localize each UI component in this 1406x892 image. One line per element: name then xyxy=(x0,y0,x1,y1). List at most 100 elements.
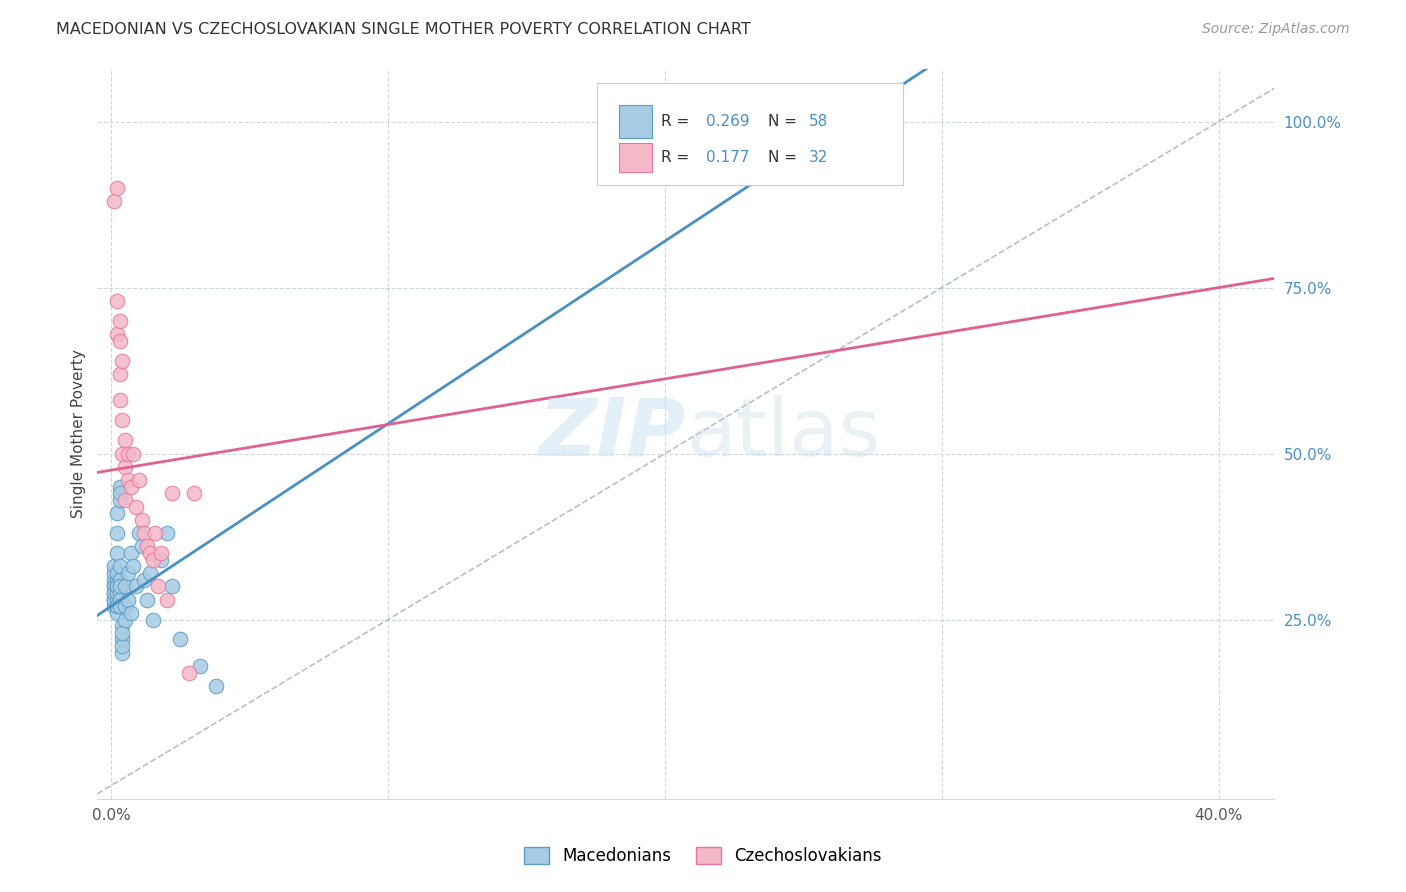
Point xyxy=(117,566,139,580)
Point xyxy=(108,334,131,348)
Point xyxy=(136,540,159,554)
FancyBboxPatch shape xyxy=(619,143,651,172)
Point xyxy=(103,566,125,580)
Point xyxy=(105,599,128,614)
Point xyxy=(108,592,131,607)
Point xyxy=(103,559,125,574)
Point xyxy=(145,526,167,541)
Point xyxy=(205,679,228,693)
Point xyxy=(108,480,131,494)
Text: R =: R = xyxy=(661,114,695,129)
Text: N =: N = xyxy=(768,150,801,165)
Point xyxy=(103,586,125,600)
Point xyxy=(108,579,131,593)
Point xyxy=(108,573,131,587)
Point xyxy=(108,314,131,328)
Point xyxy=(155,526,177,541)
Point xyxy=(117,446,139,460)
Point xyxy=(117,592,139,607)
Point xyxy=(120,606,142,620)
Point xyxy=(114,613,136,627)
Text: 58: 58 xyxy=(810,114,828,129)
Point xyxy=(134,573,156,587)
Point xyxy=(114,459,136,474)
Point xyxy=(111,446,134,460)
Point xyxy=(103,579,125,593)
Point xyxy=(103,599,125,614)
Point xyxy=(111,353,134,368)
Point xyxy=(139,546,162,560)
Text: MACEDONIAN VS CZECHOSLOVAKIAN SINGLE MOTHER POVERTY CORRELATION CHART: MACEDONIAN VS CZECHOSLOVAKIAN SINGLE MOT… xyxy=(56,22,751,37)
Point xyxy=(128,526,150,541)
Point xyxy=(114,599,136,614)
Point xyxy=(105,566,128,580)
Point xyxy=(105,606,128,620)
Point xyxy=(142,613,165,627)
Point xyxy=(155,592,177,607)
Point xyxy=(114,579,136,593)
Point xyxy=(111,413,134,427)
Point xyxy=(105,293,128,308)
Text: R =: R = xyxy=(661,150,695,165)
Text: Source: ZipAtlas.com: Source: ZipAtlas.com xyxy=(1202,22,1350,37)
Point xyxy=(122,559,145,574)
Point xyxy=(188,659,211,673)
Point xyxy=(103,592,125,607)
Point xyxy=(108,586,131,600)
Point xyxy=(120,480,142,494)
Point xyxy=(160,486,183,500)
Legend: Macedonians, Czechoslovakians: Macedonians, Czechoslovakians xyxy=(515,837,891,875)
Point xyxy=(108,486,131,500)
Point xyxy=(108,367,131,381)
Point xyxy=(105,327,128,342)
Point xyxy=(108,599,131,614)
Point xyxy=(103,194,125,209)
Point xyxy=(128,473,150,487)
Text: atlas: atlas xyxy=(686,394,880,473)
Point xyxy=(114,493,136,508)
Point xyxy=(111,619,134,633)
Point xyxy=(134,526,156,541)
Point xyxy=(122,446,145,460)
Point xyxy=(120,546,142,560)
Point xyxy=(111,625,134,640)
Point xyxy=(183,486,205,500)
Text: 32: 32 xyxy=(810,150,828,165)
Point xyxy=(105,506,128,520)
Point xyxy=(125,579,148,593)
Point xyxy=(108,559,131,574)
Point xyxy=(139,566,162,580)
Point xyxy=(105,546,128,560)
Point xyxy=(136,592,159,607)
FancyBboxPatch shape xyxy=(598,83,904,186)
Point xyxy=(111,632,134,647)
Point xyxy=(105,181,128,195)
Text: 0.269: 0.269 xyxy=(706,114,749,129)
Point xyxy=(105,586,128,600)
Point xyxy=(150,553,173,567)
Point xyxy=(131,540,153,554)
Point xyxy=(105,586,128,600)
Point xyxy=(150,546,173,560)
Point xyxy=(117,473,139,487)
Y-axis label: Single Mother Poverty: Single Mother Poverty xyxy=(72,349,86,518)
Text: 0.177: 0.177 xyxy=(706,150,749,165)
Point xyxy=(148,579,170,593)
Point xyxy=(103,586,125,600)
Point xyxy=(108,493,131,508)
Point xyxy=(125,500,148,514)
Point xyxy=(105,579,128,593)
Text: ZIP: ZIP xyxy=(538,394,686,473)
Point xyxy=(114,434,136,448)
Point xyxy=(105,526,128,541)
Point xyxy=(169,632,191,647)
Point xyxy=(105,573,128,587)
Point xyxy=(160,579,183,593)
Point xyxy=(103,573,125,587)
Point xyxy=(131,513,153,527)
Text: N =: N = xyxy=(768,114,801,129)
Point xyxy=(142,553,165,567)
Point xyxy=(108,393,131,408)
Point xyxy=(103,592,125,607)
Point xyxy=(103,579,125,593)
